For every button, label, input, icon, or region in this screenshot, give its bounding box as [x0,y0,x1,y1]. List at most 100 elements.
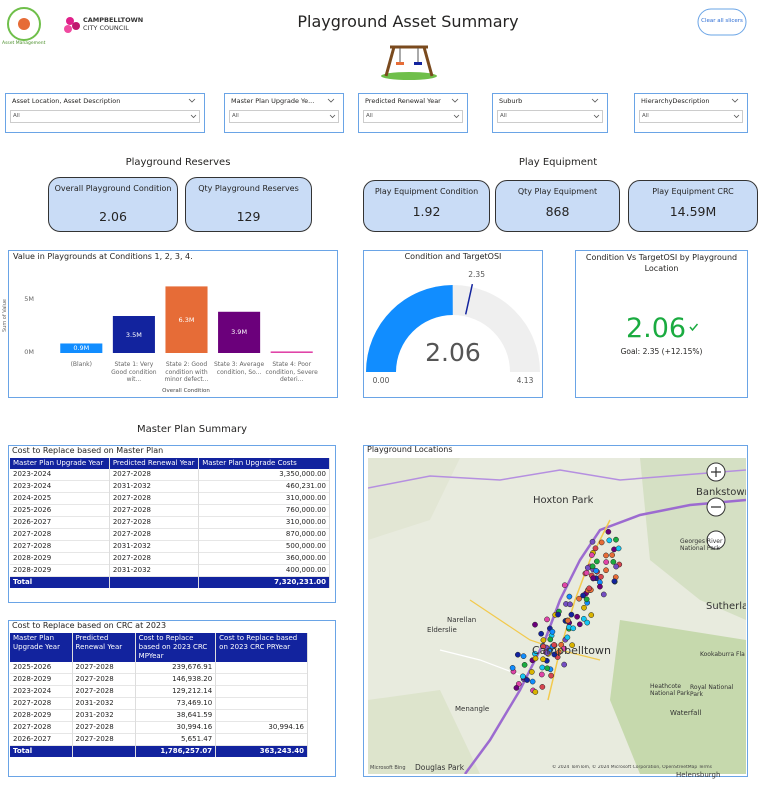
table-row: 2026-2027 2027-2028 310,000.00 [10,516,330,529]
table-cell: 2027-2028 [10,540,110,553]
table-cell [215,733,308,746]
table-cell [215,709,308,722]
header-row: Master Plan Upgrade Year Predicted Renewa… [10,458,330,469]
map-dot [580,592,586,599]
map-dot [514,651,521,658]
bar [112,316,155,353]
clear-button-label[interactable]: Clear all slicers [701,18,743,24]
slicer-dropdown [639,110,743,123]
map-dot [589,538,596,545]
data-label: 3.9M [231,328,248,337]
column-header: Predicted Renewal Year [72,633,136,662]
map-dot [567,601,573,608]
table-title: Cost to Replace based on CRC at 2023 [12,621,167,630]
gauge-tick-label: 0.00 [372,376,390,385]
map-place-label: Hoxton Park [533,495,594,506]
map-dot [549,628,556,635]
card-value: 2.06 [99,209,127,224]
table-cell: 460,231.00 [198,480,330,493]
map-dot [603,552,609,559]
gauge-value [365,285,453,372]
total-cell [109,576,200,588]
table-row: 2028-2029 2031-2032 400,000.00 [10,564,330,577]
map-dot [558,641,565,648]
slicer [634,93,748,133]
map-dot [564,634,571,641]
table-cell: 760,000.00 [198,504,330,517]
table-cell: 2027-2028 [109,516,200,529]
swing-icon [381,45,437,80]
map-place-label: Heathcote National Park [650,683,690,697]
chart-title: Condition and TargetOSI [404,252,502,261]
table-cell: 2027-2028 [109,492,200,505]
x-tick-label: State 2: Good condition with minor defec… [164,361,209,383]
table-cell: 2027-2028 [109,504,200,517]
map-attribution: © 2024 TomTom, © 2024 Microsoft Corporat… [552,765,712,770]
map-dot [565,617,571,624]
map-place-label: Sutherla [706,601,746,612]
table-row: 2027-2028 2031-2032 500,000.00 [10,540,330,553]
map-dot [520,673,526,680]
table-cell: 2031-2032 [109,540,200,553]
map-dot [529,678,536,685]
map-dot [574,613,580,620]
data-label: 0.9M [73,344,90,353]
slicer-value: All [642,113,649,119]
chevron [327,98,335,103]
map-dot [540,643,547,650]
map-dot [561,645,567,652]
table-cell: 2027-2028 [109,469,200,481]
map-dot [593,567,599,574]
slicer-label: Asset Location, Asset Description [12,97,121,105]
header-row: Master Plan Upgrade Year Predicted Renewa… [10,633,308,662]
map-dot [539,664,546,671]
map-place-label: Georges River National Park [680,538,723,552]
card-value: 868 [545,204,570,219]
map-dot [605,528,612,535]
map-base [368,458,746,774]
table-cell: 2026-2027 [10,516,110,529]
table-cell: 2024-2025 [10,492,110,505]
table-wrap: Master Plan Upgrade Year Predicted Renewa… [10,633,334,757]
x-tick-label: State 4: Poor condition, Severe deteri..… [265,361,318,383]
table-row: 2023-2024 2027-2028 3,350,000.00 [10,469,330,481]
chevron [733,114,740,119]
map-dot [580,615,587,622]
total-row: Total 1,786,257.07 363,243.40 [10,745,308,757]
total-cell [72,745,136,757]
table-cell: 2031-2032 [72,709,136,722]
table-cell: 2031-2032 [109,564,200,577]
table-cell: 310,000.00 [198,516,330,529]
map-dot [576,595,582,602]
map-place-label: Royal National Park [690,684,734,698]
map-dot [548,672,554,679]
column-header: Master Plan Upgrade Costs [198,458,330,469]
clear-button[interactable] [697,8,747,36]
map-dot [597,583,603,590]
map-dot [532,621,538,628]
x-tick-label: State 3: Average condition, So... [214,361,265,376]
table-cell: 2025-2026 [10,504,110,517]
table-cell [215,662,308,674]
card-value: 129 [236,209,261,224]
table-cell: 3,350,000.00 [198,469,330,481]
table-cell [215,685,308,698]
chevron [591,98,599,103]
map-dot [606,537,613,544]
map-dot [586,585,593,592]
map-dot [566,593,573,600]
slicer [5,93,205,133]
total-cell: Total [10,745,73,757]
table-cell: 2027-2028 [109,552,200,565]
section-title: Play Equipment [518,157,598,168]
card-label: Play Equipment CRC [652,187,734,196]
table-cell: 2023-2024 [10,480,110,493]
table-row: 2025-2026 2027-2028 239,676.91 [10,662,308,674]
kpi-card [628,180,758,232]
table-cell: 2027-2028 [10,721,73,734]
map-place-label: Narellan [447,616,477,624]
table-cell: 2031-2032 [109,480,200,493]
slicer-value: All [366,113,373,119]
map-dot [547,636,554,643]
table-cell: 38,641.59 [135,709,217,722]
